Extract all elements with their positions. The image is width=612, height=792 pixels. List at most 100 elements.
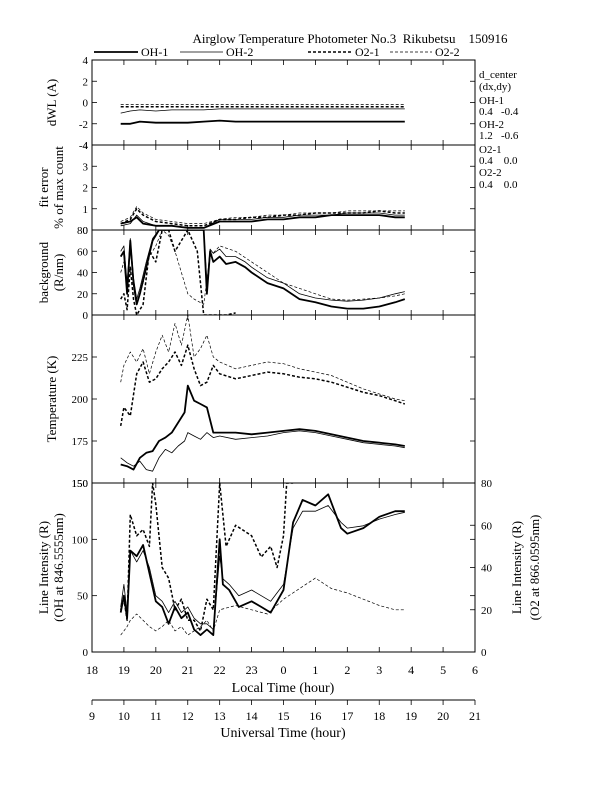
- series-line-oh-1: [120, 384, 405, 471]
- series-line-oh-2: [120, 230, 405, 302]
- series-line-oh-1: [120, 119, 405, 125]
- panel-dwl: -4 -2 0 2 4 dWL (A): [44, 55, 476, 152]
- d-center-subheader: (dx,dy): [479, 81, 511, 93]
- local-time-tick-label: 20: [150, 663, 162, 677]
- local-time-tick-label: 4: [408, 663, 414, 677]
- legend: OH-1 OH-2 O2-1 O2-2: [94, 45, 460, 59]
- series-line-oh-2: [120, 505, 405, 630]
- local-time-axis-label: Local Time (hour): [232, 681, 335, 696]
- y-tick-label: 150: [72, 478, 89, 490]
- y2-axis-label: Line Intensity (R): [509, 521, 524, 614]
- d-center-o21-value: 0.4 0.0: [479, 155, 518, 167]
- d-center-block: d_center (dx,dy) OH-1 0.4 -0.4 OH-2 1.2 …: [479, 69, 519, 191]
- d-center-oh2-value: 1.2 -0.6: [479, 130, 519, 142]
- legend-label-oh2: OH-2: [226, 45, 253, 59]
- series-line-o2-1: [120, 208, 405, 227]
- y-axis-label-secondary: (OH at 846.5555nm): [51, 513, 66, 622]
- d-center-o22-name: O2-2: [479, 167, 502, 179]
- y-tick-label: 40: [77, 268, 89, 280]
- y-axis-label: dWL (A): [44, 79, 59, 127]
- local-time-tick-label: 0: [281, 663, 287, 677]
- universal-time-axis-label: Universal Time (hour): [220, 726, 346, 741]
- local-time-axis: 18 19 20 21 22 23 0 1 2 3 4 5 6: [86, 663, 478, 677]
- d-center-oh1-value: 0.4 -0.4: [479, 106, 519, 118]
- local-time-tick-label: 6: [472, 663, 478, 677]
- y-tick-label: 50: [77, 591, 89, 603]
- panel-frame: [91, 229, 476, 316]
- d-center-oh2-name: OH-2: [479, 119, 504, 131]
- series-line-oh-1: [119, 230, 406, 310]
- universal-time-axis: 9 10 11 12 13 14 15 16 17 18 19 20 21: [89, 699, 481, 723]
- series-line-oh-1: [119, 493, 405, 636]
- series-line-oh-1: [120, 214, 405, 229]
- y-tick-label: 80: [77, 225, 89, 237]
- y-tick-label: -2: [79, 119, 88, 131]
- ut-tick-label: 15: [278, 709, 290, 723]
- local-time-tick-label: 1: [312, 663, 318, 677]
- local-time-tick-label: 18: [86, 663, 98, 677]
- local-time-tick-label: 3: [376, 663, 382, 677]
- y-tick-label: -4: [79, 140, 89, 152]
- y2-tick-label: 40: [481, 563, 493, 575]
- y2-tick-label: 60: [481, 520, 493, 532]
- ut-tick-label: 9: [89, 709, 95, 723]
- y-axis-label: fit error: [36, 167, 51, 208]
- ut-tick-label: 12: [182, 709, 194, 723]
- local-time-tick-label: 22: [214, 663, 226, 677]
- local-time-tick-label: 2: [344, 663, 350, 677]
- d-center-o21-name: O2-1: [479, 144, 502, 156]
- series-line-o2-2: [120, 577, 405, 636]
- ut-tick-label: 20: [437, 709, 449, 723]
- y2-tick-label: 0: [481, 647, 487, 659]
- series-line-o2-2: [120, 206, 405, 224]
- y-tick-label: 0: [83, 225, 89, 237]
- y2-axis-label-secondary: (O2 at 866.0595nm): [527, 515, 542, 621]
- ut-tick-label: 16: [309, 709, 321, 723]
- y-tick-label: 4: [83, 55, 89, 67]
- ut-tick-label: 14: [246, 709, 258, 723]
- local-time-tick-label: 21: [182, 663, 194, 677]
- y-axis-label: Temperature (K): [44, 356, 59, 443]
- y2-tick-label: 80: [481, 478, 493, 490]
- ut-tick-label: 21: [469, 709, 481, 723]
- y-tick-label: 3: [83, 161, 89, 173]
- d-center-header: d_center: [479, 69, 517, 81]
- y-axis-label: Line Intensity (R): [36, 521, 51, 614]
- ut-tick-label: 19: [405, 709, 417, 723]
- y-tick-label: 20: [77, 289, 89, 301]
- y-tick-label: 2: [83, 183, 89, 195]
- y-axis-label-secondary: (R/nm): [51, 254, 66, 292]
- ut-tick-label: 11: [150, 709, 162, 723]
- y-tick-label: 0: [83, 98, 89, 110]
- series-line-o2-1: [119, 344, 406, 427]
- panel-background: 0 20 40 60 80 background (R/nm): [36, 225, 476, 322]
- series-line-oh-2: [120, 108, 405, 114]
- d-center-oh1-name: OH-1: [479, 95, 504, 107]
- panels: -4 -2 0 2 4 dWL (A) 0 1 2 3 4 fit error% of max cou…: [36, 55, 542, 659]
- ut-tick-label: 13: [214, 709, 226, 723]
- y-tick-label: 0: [83, 310, 89, 322]
- y-tick-label: 1: [83, 204, 89, 216]
- ut-tick-label: 10: [118, 709, 130, 723]
- panel-frame: [91, 59, 476, 146]
- y-axis-label: background: [36, 241, 51, 303]
- y-axis-label-secondary: % of max count: [51, 146, 66, 229]
- legend-label-o21: O2-1: [355, 45, 380, 59]
- y-tick-label: 200: [72, 394, 89, 406]
- local-time-tick-label: 5: [440, 663, 446, 677]
- d-center-o22-value: 0.4 0.0: [479, 179, 518, 191]
- y-tick-label: 0: [83, 647, 89, 659]
- legend-label-o22: O2-2: [435, 45, 460, 59]
- y-tick-label: 100: [72, 534, 89, 546]
- chart-title: Airglow Temperature Photometer No.3 Riku…: [193, 31, 508, 46]
- y-tick-label: 225: [72, 352, 89, 364]
- series-line-o2-1: [119, 483, 294, 632]
- series-line-oh-2: [120, 430, 405, 472]
- y2-tick-label: 20: [481, 605, 493, 617]
- series-line-o2-1: [120, 230, 236, 315]
- panel-frame: [91, 314, 476, 484]
- series-line-o2-2: [120, 230, 405, 305]
- y-tick-label: 4: [83, 140, 89, 152]
